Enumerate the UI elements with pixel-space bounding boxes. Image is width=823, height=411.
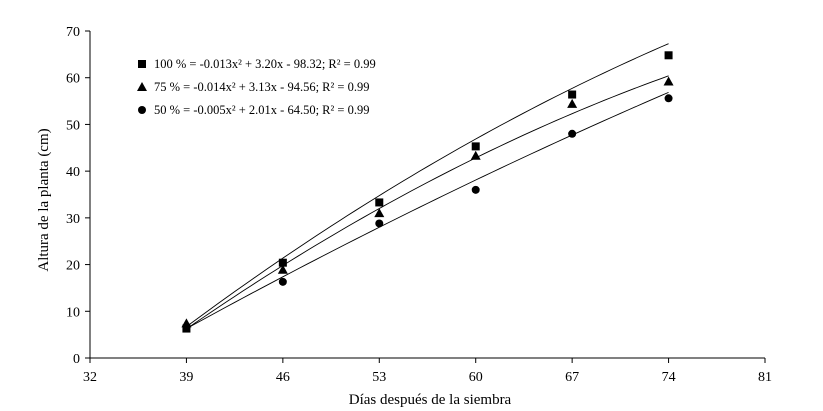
legend-marker-s75 xyxy=(137,82,147,91)
trend-line-s50 xyxy=(186,91,669,330)
point-s100 xyxy=(471,142,480,151)
x-tick-label: 67 xyxy=(565,370,579,385)
y-tick-label: 50 xyxy=(66,118,80,133)
y-tick-label: 30 xyxy=(66,212,80,227)
x-tick-label: 74 xyxy=(662,370,676,385)
y-tick-label: 60 xyxy=(66,72,80,87)
axes: 0 10 20 30 40 50 60 70 32 39 46 53 60 67 74 81 xyxy=(66,25,772,385)
y-tick-label: 40 xyxy=(66,165,80,180)
x-tick-label: 81 xyxy=(758,370,772,385)
y-tick-label: 70 xyxy=(66,25,80,40)
trend-lines xyxy=(186,43,669,330)
legend-label-s100: 100 % = -0.013x² + 3.20x - 98.32; R² = 0… xyxy=(154,57,376,71)
x-tick-label: 53 xyxy=(372,370,386,385)
point-s50 xyxy=(664,94,673,103)
point-s100 xyxy=(375,198,384,207)
data-points xyxy=(181,51,674,333)
x-axis-title: Días después de la siembra xyxy=(349,392,512,408)
point-s75 xyxy=(374,208,385,218)
trend-line-s100 xyxy=(186,43,669,328)
y-tick-label: 10 xyxy=(66,305,80,320)
point-s100 xyxy=(568,90,577,99)
point-s75 xyxy=(663,76,674,86)
x-tick-label: 46 xyxy=(276,370,290,385)
point-s100 xyxy=(664,51,673,60)
x-tick-label: 39 xyxy=(179,370,193,385)
legend-label-s50: 50 % = -0.005x² + 2.01x - 64.50; R² = 0.… xyxy=(154,103,369,117)
point-s75 xyxy=(470,150,481,160)
legend-label-s75: 75 % = -0.014x² + 3.13x - 94.56; R² = 0.… xyxy=(154,80,369,94)
x-tick-label: 32 xyxy=(83,370,97,385)
point-s50 xyxy=(471,185,480,194)
point-s50 xyxy=(278,277,287,286)
y-tick-label: 20 xyxy=(66,259,80,274)
y-axis-title: Altura de la planta (cm) xyxy=(36,128,52,271)
y-tick-label: 0 xyxy=(73,352,80,367)
point-s50 xyxy=(568,129,577,138)
legend: 100 % = -0.013x² + 3.20x - 98.32; R² = 0… xyxy=(137,57,376,117)
legend-marker-s50 xyxy=(138,106,146,114)
point-s100 xyxy=(278,258,287,267)
legend-marker-s100 xyxy=(138,60,146,68)
point-s75 xyxy=(277,264,288,274)
point-s50 xyxy=(375,219,384,228)
point-s75 xyxy=(567,98,578,108)
trend-line-s75 xyxy=(186,75,669,330)
point-s50 xyxy=(182,322,191,331)
x-tick-label: 60 xyxy=(469,370,483,385)
